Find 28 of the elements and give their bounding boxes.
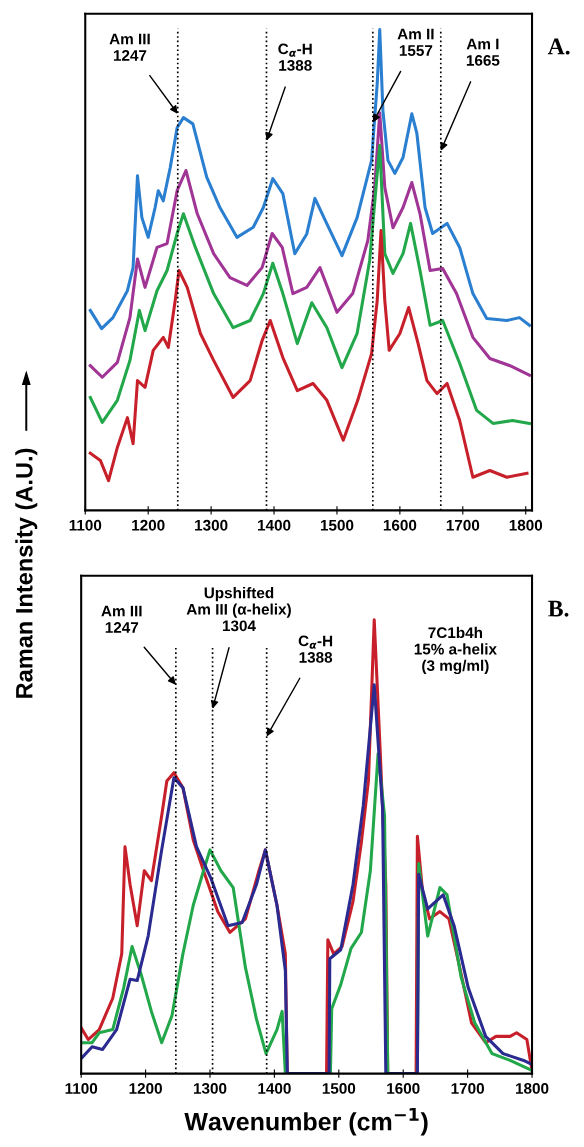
x-tick-label: 1600 — [387, 1083, 420, 1094]
x-tick-label: 1400 — [258, 519, 291, 531]
x-axis-title: Wavenumber (cm$^{−1}$) — [184, 1107, 428, 1136]
x-tick-label: 1300 — [195, 519, 228, 531]
x-tick-label: 1100 — [65, 1083, 98, 1094]
chart-title: B. — [548, 600, 569, 617]
x-tick-label: 1400 — [258, 1083, 291, 1094]
y-axis-title: Raman Intensity (A.U.) — [15, 448, 38, 698]
annotation: Am II 1557 — [397, 28, 434, 56]
x-tick-label: 1700 — [451, 1083, 484, 1094]
x-tick-label: 1100 — [69, 519, 102, 531]
annotation: C$_{α}$-H 1388 — [298, 635, 333, 663]
x-tick-label: 1800 — [509, 519, 543, 531]
annotation: Am III 1247 — [109, 33, 150, 61]
chart-title: A. — [547, 38, 570, 55]
x-tick-label: 1300 — [193, 1083, 227, 1094]
annotation: Upshifted Am III (α-helix) 1304 — [186, 587, 291, 632]
annotation: Am III 1247 — [101, 605, 142, 633]
annotation: C$_{α}$-H 1388 — [278, 43, 312, 71]
x-tick-label: 1200 — [129, 1083, 162, 1094]
x-tick-label: 1800 — [515, 1083, 549, 1094]
x-tick-label: 1200 — [132, 519, 165, 531]
annotation: 7C1b4h 15% a-helix (3 mg/ml) — [414, 626, 497, 675]
x-tick-label: 1500 — [322, 1083, 356, 1094]
annotation: Am I 1665 — [466, 38, 500, 66]
x-tick-label: 1500 — [320, 519, 354, 531]
x-tick-label: 1600 — [383, 519, 417, 531]
x-tick-label: 1700 — [446, 519, 480, 531]
